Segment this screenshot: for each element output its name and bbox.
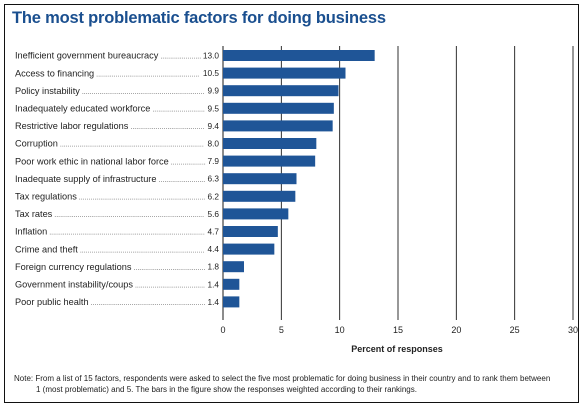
x-axis-ticks: 0 5 10 15 20 25 30 — [220, 325, 578, 335]
leader-dots: ........................................… — [96, 71, 199, 78]
value-label: 9.5 — [207, 103, 219, 113]
category-label: Crime and theft — [15, 244, 78, 254]
leader-dots: ........................ — [158, 177, 205, 184]
bar — [223, 67, 346, 79]
leader-dots: ........................... — [152, 107, 205, 114]
x-axis-title: Percent of responses — [351, 344, 443, 354]
leader-dots: ..................................... — [133, 265, 205, 272]
leader-dots: ........................................… — [60, 142, 204, 149]
category-label: Tax rates — [15, 209, 53, 219]
bar — [223, 173, 297, 185]
leader-dots: .................................... — [135, 283, 205, 290]
bar — [223, 226, 278, 237]
category-label: Inadequate supply of infrastructure — [15, 174, 156, 184]
x-tick-label: 0 — [220, 325, 225, 335]
bar — [223, 155, 316, 167]
x-tick-label: 30 — [568, 325, 578, 335]
category-label: Inefficient government bureaucracy — [15, 51, 159, 61]
leader-dots: ........................................… — [91, 300, 206, 307]
category-label: Poor public health — [15, 297, 89, 307]
bar — [223, 120, 333, 132]
bar — [223, 190, 296, 202]
footnote-line-2: 1 (most problematic) and 5. The bars in … — [36, 385, 417, 394]
category-label: Access to financing — [15, 68, 94, 78]
x-tick-label: 5 — [279, 325, 284, 335]
value-label: 6.3 — [207, 174, 219, 184]
leader-dots: ..................... — [160, 54, 201, 61]
category-label: Inadequately educated workforce — [15, 104, 150, 114]
category-label: Corruption — [15, 139, 58, 149]
bar — [223, 243, 275, 255]
category-label: Government instability/coups — [15, 280, 133, 290]
category-labels: Inefficient government bureaucracy 13.0..… — [15, 51, 219, 308]
value-label: 1.8 — [207, 262, 219, 272]
bars — [223, 50, 375, 308]
bar — [223, 261, 244, 273]
value-label: 10.5 — [203, 68, 220, 78]
value-label: 6.2 — [207, 191, 219, 201]
category-label: Tax regulations — [15, 192, 77, 202]
leader-dots: ........................................… — [82, 89, 205, 96]
value-label: 4.7 — [207, 227, 219, 237]
bar — [223, 50, 375, 61]
leader-dots: ........................................… — [49, 230, 205, 237]
bar — [223, 296, 240, 308]
value-label: 5.6 — [207, 209, 219, 219]
leader-dots: ........................................… — [80, 247, 205, 254]
category-label: Policy instability — [15, 86, 80, 96]
x-tick-label: 15 — [393, 325, 403, 335]
category-label: Poor work ethic in national labor force — [15, 156, 169, 166]
x-tick-label: 25 — [510, 325, 520, 335]
value-label: 9.9 — [207, 86, 219, 96]
chart-title: The most problematic factors for doing b… — [12, 9, 386, 27]
value-label: 7.9 — [207, 156, 219, 166]
bar — [223, 85, 339, 97]
value-label: 13.0 — [203, 51, 220, 61]
figure-frame — [4, 4, 579, 403]
category-label: Restrictive labor regulations — [15, 121, 129, 131]
leader-dots: ........................................… — [54, 212, 204, 219]
category-label: Inflation — [15, 227, 47, 237]
bar — [223, 208, 289, 220]
category-label: Foreign currency regulations — [15, 262, 132, 272]
x-tick-label: 20 — [451, 325, 461, 335]
value-label: 9.4 — [207, 121, 219, 131]
value-label: 4.4 — [207, 244, 219, 254]
value-label: 1.4 — [207, 297, 219, 307]
leader-dots: .................. — [171, 159, 206, 166]
value-label: 1.4 — [207, 279, 219, 289]
value-label: 8.0 — [207, 139, 219, 149]
bar — [223, 278, 240, 290]
leader-dots: ........................................… — [79, 195, 205, 202]
footnote-line-1: Note: From a list of 15 factors, respond… — [14, 374, 551, 383]
footnote: Note: From a list of 15 factors, respond… — [14, 373, 570, 395]
leader-dots: ...................................... — [130, 124, 204, 131]
x-tick-label: 10 — [335, 325, 345, 335]
bar — [223, 138, 317, 149]
bar — [223, 102, 334, 114]
